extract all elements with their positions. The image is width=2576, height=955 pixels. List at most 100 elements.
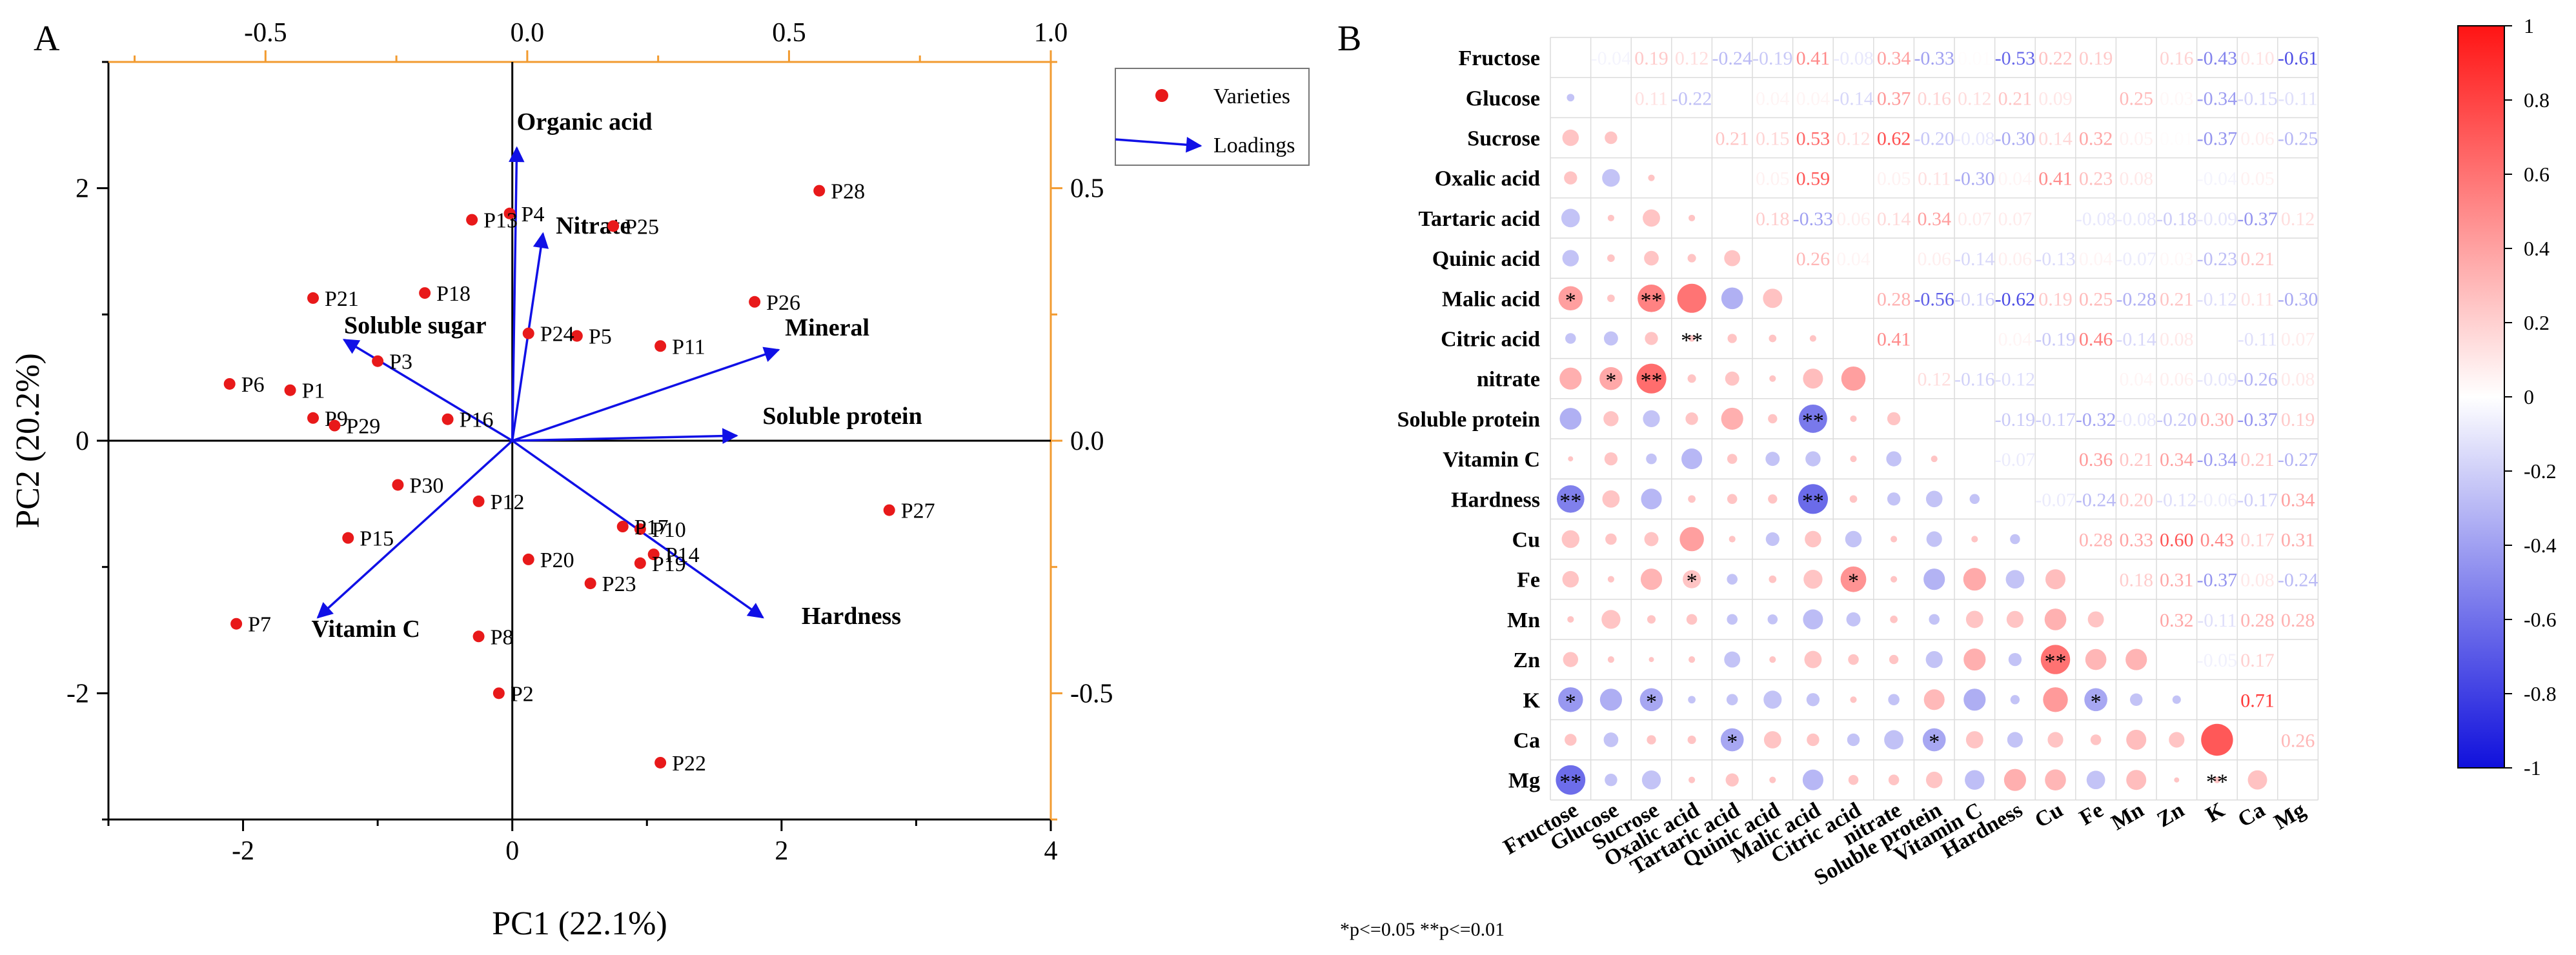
variety-point	[392, 479, 404, 491]
correlation-value: 0.34	[2160, 449, 2194, 470]
correlation-circle	[1804, 650, 1822, 668]
correlation-circle	[2005, 570, 2025, 589]
point-label: P26	[766, 291, 800, 315]
correlation-value: -0.33	[1914, 48, 1954, 69]
correlation-circle	[1567, 616, 1574, 623]
correlation-circle	[1925, 490, 1943, 508]
correlation-circle	[1727, 574, 1738, 585]
significance-star: *	[1565, 288, 1576, 312]
correlation-value: -0.24	[2076, 489, 2116, 510]
row-label: nitrate	[1477, 368, 1540, 392]
correlation-value: -0.08	[1833, 48, 1874, 69]
correlation-circle	[1643, 209, 1660, 227]
correlation-circle	[2044, 608, 2067, 630]
correlation-value: -0.20	[1914, 128, 1954, 150]
point-label: P2	[511, 682, 534, 706]
correlation-value: 0.05	[1756, 168, 1790, 190]
correlation-circle	[1971, 536, 1978, 543]
correlation-circle	[1721, 407, 1743, 430]
correlation-circle	[1677, 283, 1707, 313]
correlation-circle	[1768, 414, 1778, 424]
loading-label: Vitamin C	[311, 616, 420, 643]
correlation-value: 0.14	[2038, 128, 2073, 150]
loading-arrow	[509, 146, 525, 441]
correlation-circle	[1561, 530, 1580, 548]
x-tick-label: 2	[775, 836, 788, 866]
row-label: Sucrose	[1467, 127, 1540, 151]
colorbar-tick-label: -0.6	[2524, 608, 2557, 631]
correlation-value: -0.24	[1712, 48, 1752, 69]
row-label: Vitamin C	[1443, 448, 1540, 472]
correlation-circle	[1841, 366, 1866, 391]
x-tick-label: 4	[1044, 836, 1058, 866]
colorbar-tick-label: -0.8	[2524, 682, 2557, 705]
correlation-value: 0.18	[1756, 208, 1790, 230]
correlation-value: 0.28	[2281, 610, 2315, 631]
correlation-circle	[1639, 688, 1663, 712]
correlation-circle	[1726, 694, 1738, 706]
point-label: P4	[522, 203, 545, 226]
correlation-circle	[1607, 576, 1614, 583]
correlation-value: -0.16	[1954, 369, 1995, 390]
correlation-circle	[2090, 734, 2102, 745]
correlation-value: 0.34	[1877, 48, 1911, 69]
correlation-value: -0.37	[2237, 409, 2278, 430]
y-tick-label: -2	[66, 679, 89, 709]
correlation-circle	[2010, 534, 2020, 545]
correlation-value: -0.33	[1793, 208, 1834, 230]
correlation-value: -0.07	[2035, 489, 2076, 510]
biplot-legend: Varieties Loadings	[1115, 68, 1310, 166]
correlation-value: 0.53	[1796, 128, 1831, 150]
correlation-circle	[1729, 536, 1736, 543]
colorbar-tick-label: 0.4	[2524, 237, 2550, 260]
loading-label: Nitrate	[556, 212, 631, 239]
correlation-circle	[1558, 286, 1583, 311]
point-label: P15	[360, 527, 394, 551]
correlation-value: -0.23	[2197, 248, 2238, 270]
correlation-circle	[1763, 690, 1782, 709]
loading-label: Soluble protein	[762, 403, 922, 430]
column-label: Cu	[2031, 798, 2067, 833]
colorbar: 1 0.8 0.6 0.4 0.2 0 -0.2 -0.4 -0.6 -0.8 -1	[2457, 14, 2557, 779]
correlation-value: -0.07	[1995, 449, 2036, 470]
correlation-circle	[1888, 774, 1900, 785]
correlation-value: 0.06	[2240, 128, 2275, 150]
correlation-value: -0.04	[1591, 48, 1632, 69]
correlation-value: -0.32	[2076, 409, 2116, 430]
correlation-value: 0.19	[2281, 409, 2315, 430]
correlation-value: -0.19	[1752, 48, 1793, 69]
correlation-value: -0.19	[1995, 409, 2036, 430]
correlation-value: 0.62	[1877, 128, 1911, 150]
correlation-circle	[1683, 570, 1701, 588]
correlation-value: 0.28	[1877, 288, 1911, 310]
correlation-value: -0.11	[2278, 88, 2317, 109]
correlation-circle	[1561, 208, 1580, 228]
correlation-circle	[1689, 214, 1696, 221]
correlation-circle	[1767, 614, 1778, 625]
correlation-value: 0.46	[2079, 329, 2113, 350]
panel-a-label: A	[34, 19, 60, 59]
correlation-value: -0.20	[2156, 409, 2197, 430]
correlation-value: 0.04	[1836, 248, 1871, 270]
correlation-circle	[1769, 656, 1776, 663]
correlation-value: -0.30	[1954, 168, 1995, 190]
correlation-value: 0.34	[1917, 208, 1951, 230]
variety-point	[329, 419, 341, 432]
correlation-value: 0.06	[2160, 369, 2194, 390]
correlation-value: 0.18	[2119, 570, 2153, 591]
correlation-value: 0.05	[2119, 128, 2153, 150]
correlation-value: 0.07	[1958, 208, 1992, 230]
correlation-value: -0.18	[2156, 208, 2197, 230]
correlation-circle	[1644, 250, 1659, 266]
significance-star: *	[1646, 690, 1657, 714]
correlation-circle	[1556, 765, 1586, 795]
correlation-circle	[1724, 651, 1741, 668]
correlation-value: -0.12	[2156, 489, 2197, 510]
significance-star: **	[1802, 489, 1824, 513]
correlation-circle	[1963, 689, 1986, 711]
correlation-value: -0.56	[1914, 288, 1954, 310]
correlation-value: 0.08	[2281, 369, 2315, 390]
correlation-value: -0.04	[2197, 168, 2238, 190]
correlation-value: 0.60	[2160, 530, 2194, 551]
